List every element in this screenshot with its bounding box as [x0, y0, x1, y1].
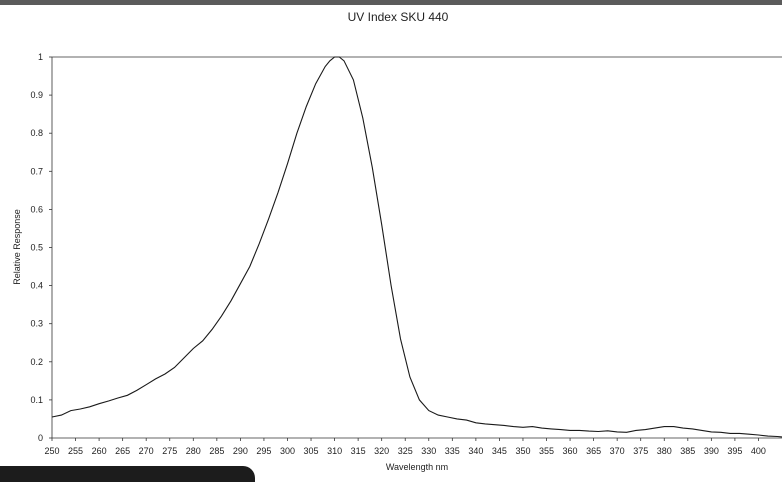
x-tick-label: 320	[374, 446, 389, 456]
y-tick-label: 0	[38, 433, 43, 443]
x-tick-label: 290	[233, 446, 248, 456]
x-tick-label: 270	[139, 446, 154, 456]
y-axis-label: Relative Response	[12, 209, 22, 285]
y-tick-label: 0.5	[30, 243, 43, 253]
y-tick-label: 0.9	[30, 90, 43, 100]
x-tick-label: 345	[492, 446, 507, 456]
x-tick-label: 250	[44, 446, 59, 456]
x-tick-label: 395	[727, 446, 742, 456]
x-tick-label: 310	[327, 446, 342, 456]
x-tick-label: 380	[657, 446, 672, 456]
y-tick-label: 0.2	[30, 357, 43, 367]
y-tick-label: 0.3	[30, 319, 43, 329]
x-tick-label: 370	[610, 446, 625, 456]
x-tick-label: 305	[304, 446, 319, 456]
x-tick-label: 340	[468, 446, 483, 456]
x-tick-label: 355	[539, 446, 554, 456]
x-tick-label: 335	[445, 446, 460, 456]
y-tick-label: 0.7	[30, 166, 43, 176]
x-tick-label: 360	[563, 446, 578, 456]
x-tick-label: 280	[186, 446, 201, 456]
y-tick-label: 0.6	[30, 204, 43, 214]
y-tick-label: 0.4	[30, 281, 43, 291]
x-tick-label: 315	[351, 446, 366, 456]
y-tick-label: 1	[38, 52, 43, 62]
x-tick-label: 330	[421, 446, 436, 456]
x-tick-label: 385	[680, 446, 695, 456]
x-tick-label: 265	[115, 446, 130, 456]
x-tick-label: 390	[704, 446, 719, 456]
x-axis-ticks: 250 255 260 265 270 275 280 285 290 295 300 305 310 3…	[44, 438, 766, 456]
x-tick-label: 275	[162, 446, 177, 456]
x-tick-label: 295	[256, 446, 271, 456]
x-axis-label: Wavelength nm	[386, 462, 448, 472]
x-tick-label: 325	[398, 446, 413, 456]
x-tick-label: 260	[92, 446, 107, 456]
x-tick-label: 365	[586, 446, 601, 456]
x-tick-label: 285	[209, 446, 224, 456]
bottom-tab	[0, 466, 255, 482]
x-tick-label: 350	[515, 446, 530, 456]
chart-title: UV Index SKU 440	[348, 10, 449, 24]
top-bar	[0, 0, 782, 5]
y-axis-ticks: 0 0.1 0.2 0.3 0.4 0.5 0.6 0.7 0.8 0.9 1	[30, 52, 52, 443]
y-tick-label: 0.1	[30, 395, 43, 405]
plot-area	[51, 56, 782, 439]
x-tick-label: 255	[68, 446, 83, 456]
y-tick-label: 0.8	[30, 128, 43, 138]
series-line	[51, 56, 782, 438]
x-tick-label: 300	[280, 446, 295, 456]
x-tick-label: 375	[633, 446, 648, 456]
x-tick-label: 400	[751, 446, 766, 456]
